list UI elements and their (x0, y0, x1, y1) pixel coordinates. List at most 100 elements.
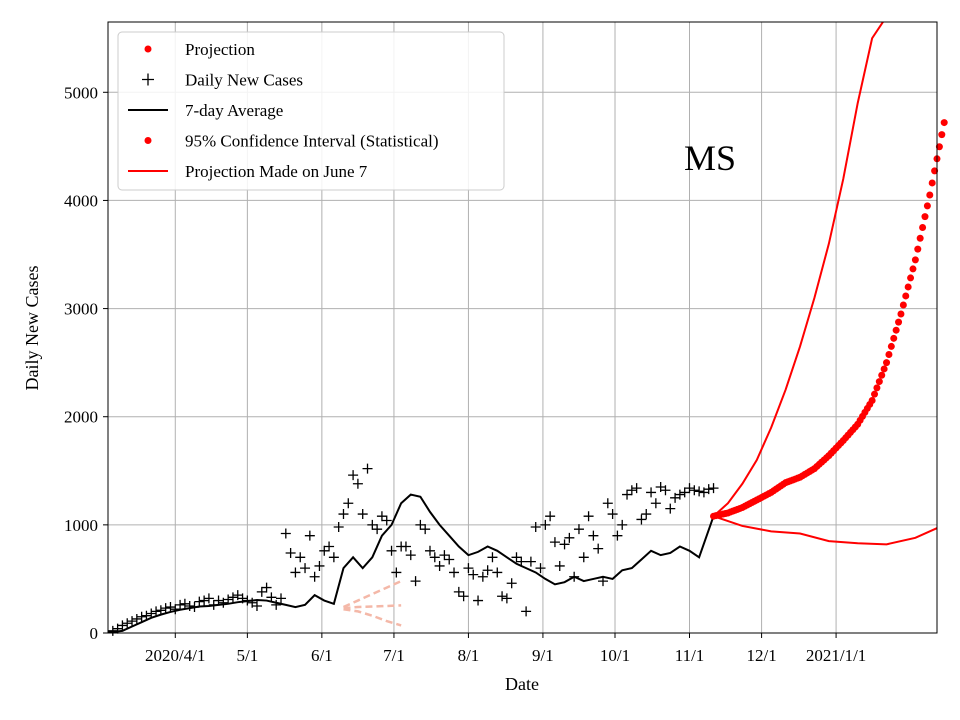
y-axis: 0 1000 2000 3000 4000 5000 (64, 83, 108, 643)
daily-cases-point (429, 552, 440, 563)
daily-cases-point (708, 483, 719, 494)
projection-point (914, 245, 922, 253)
daily-cases-point (665, 503, 676, 514)
x-tick-label: 5/1 (237, 646, 259, 665)
daily-cases-point (449, 567, 460, 578)
daily-cases-point (468, 569, 479, 580)
daily-cases-point (131, 613, 142, 624)
legend-dot-icon (144, 45, 152, 53)
daily-cases-point (626, 485, 637, 496)
daily-cases-point (290, 567, 301, 578)
daily-cases-point (545, 511, 556, 522)
daily-cases-point (415, 519, 426, 530)
daily-cases-point (251, 600, 262, 611)
x-axis-label: Date (505, 674, 539, 694)
projection-point (916, 234, 924, 242)
daily-cases-point (261, 582, 272, 593)
daily-cases-point (684, 483, 695, 494)
daily-cases-point (285, 547, 296, 558)
legend-label: Projection Made on June 7 (185, 162, 368, 181)
daily-cases-point (203, 593, 214, 604)
daily-cases-point (444, 554, 455, 565)
daily-cases-point (300, 563, 311, 574)
daily-cases-point (352, 478, 363, 489)
projection-point (868, 396, 876, 404)
daily-cases-point (674, 489, 685, 500)
projection-point (897, 310, 905, 318)
state-annotation: MS (684, 138, 736, 178)
daily-cases-point (160, 603, 171, 614)
daily-cases-point (559, 539, 570, 550)
daily-cases-point (521, 606, 532, 617)
daily-cases-point (458, 591, 469, 602)
x-tick-label: 9/1 (532, 646, 554, 665)
daily-cases-point (386, 545, 397, 556)
daily-cases-point (607, 509, 618, 520)
confidence-interval-line (343, 607, 402, 627)
daily-cases-point (367, 519, 378, 530)
daily-cases-point (578, 552, 589, 563)
daily-cases-point (583, 511, 594, 522)
daily-cases-point (362, 463, 373, 474)
y-tick-label: 1000 (64, 516, 98, 535)
projection-point (923, 202, 931, 210)
projection-point (871, 390, 879, 398)
y-tick-label: 4000 (64, 191, 98, 210)
daily-cases-point (199, 595, 210, 606)
daily-cases-point (309, 571, 320, 582)
projection-point (890, 334, 898, 342)
daily-cases-point (703, 484, 714, 495)
projection-point (895, 318, 903, 326)
axes-frame (107, 21, 938, 634)
projection-point (899, 301, 907, 309)
daily-cases-point (439, 550, 450, 561)
daily-cases-point (617, 519, 628, 530)
daily-cases-point (348, 470, 359, 481)
daily-cases-point (612, 530, 623, 541)
daily-cases-point (424, 545, 435, 556)
series-line (712, 22, 885, 517)
daily-cases-point (324, 541, 335, 552)
projection-point (940, 119, 948, 127)
legend-dot-icon (144, 137, 152, 144)
daily-cases-point (271, 599, 282, 610)
daily-cases-point (117, 620, 128, 631)
projection-point (907, 274, 915, 282)
daily-cases-point (473, 595, 484, 606)
projection-point (878, 371, 886, 379)
daily-cases-point (492, 567, 503, 578)
daily-cases-point (151, 606, 162, 617)
daily-cases-point (549, 537, 560, 548)
y-axis-label: Daily New Cases (22, 266, 42, 391)
x-tick-label: 8/1 (458, 646, 480, 665)
legend-box (117, 31, 505, 191)
daily-cases-point (641, 509, 652, 520)
daily-cases-point (506, 578, 517, 589)
daily-cases-point (588, 530, 599, 541)
daily-cases-point (136, 611, 147, 622)
projection-point (885, 351, 893, 359)
x-tick-label: 12/1 (746, 646, 776, 665)
projection-point (873, 384, 881, 392)
x-tick-label: 2021/1/1 (806, 646, 866, 665)
daily-cases-point (660, 485, 671, 496)
projection-point (911, 256, 919, 264)
daily-cases-point (405, 550, 416, 561)
daily-cases-point (622, 489, 633, 500)
x-tick-label: 7/1 (383, 646, 405, 665)
projection-point (880, 365, 888, 373)
daily-cases-point (127, 616, 138, 627)
projection-point (921, 213, 929, 221)
daily-cases-point (175, 599, 186, 610)
legend-label: Daily New Cases (185, 71, 303, 90)
daily-cases-point (328, 552, 339, 563)
daily-cases-point (650, 498, 661, 509)
projection-point (935, 143, 943, 151)
x-tick-label: 2020/4/1 (145, 646, 205, 665)
legend-label: Projection (185, 40, 255, 59)
daily-cases-point (400, 541, 411, 552)
daily-cases-point (679, 487, 690, 498)
projection-point (875, 378, 883, 386)
daily-cases-point (410, 576, 421, 587)
